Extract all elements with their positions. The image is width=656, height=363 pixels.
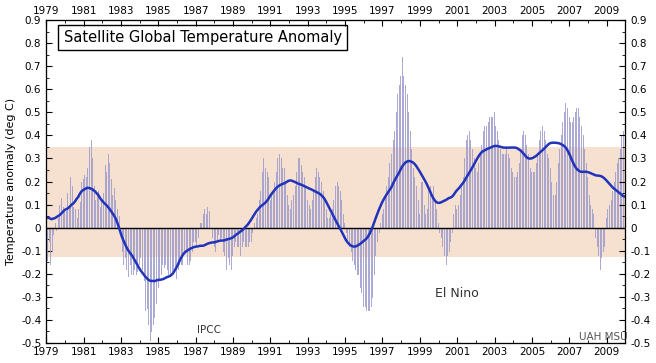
Text: El Nino: El Nino xyxy=(435,287,478,300)
Text: Satellite Global Temperature Anomaly: Satellite Global Temperature Anomaly xyxy=(64,30,342,45)
Bar xyxy=(46,147,625,257)
Text: IPCC: IPCC xyxy=(197,325,221,335)
Text: UAH MSU: UAH MSU xyxy=(579,332,627,342)
Y-axis label: Temperature anomaly (deg C): Temperature anomaly (deg C) xyxy=(5,98,16,265)
